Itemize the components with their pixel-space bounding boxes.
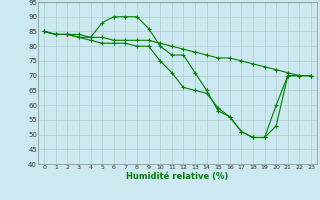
X-axis label: Humidité relative (%): Humidité relative (%) xyxy=(126,172,229,181)
